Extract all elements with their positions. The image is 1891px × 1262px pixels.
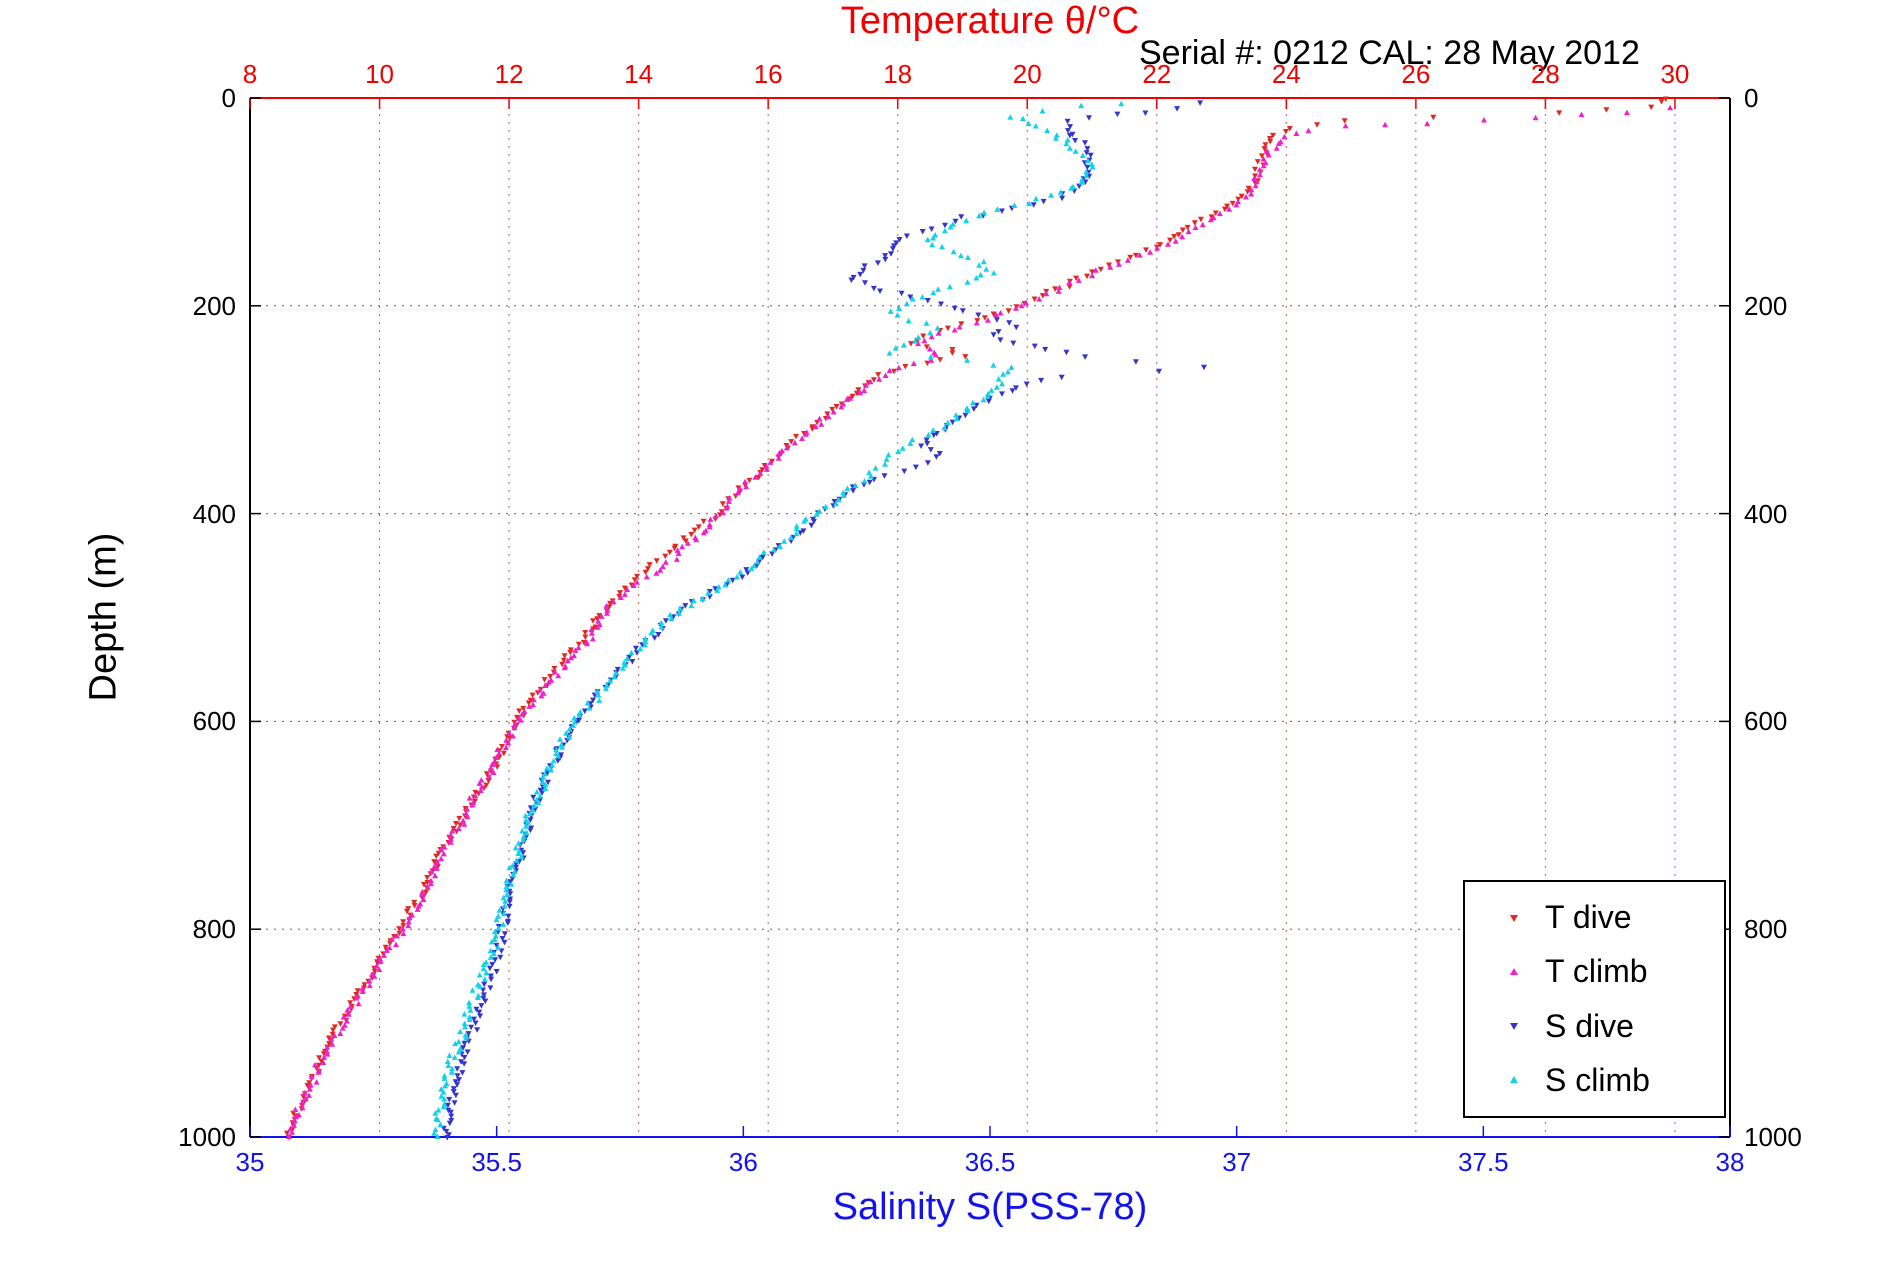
tick-label: 1000 (178, 1122, 236, 1152)
tick-label: 28 (1530, 59, 1560, 89)
tick-label: 400 (192, 498, 236, 529)
tick-label: 0 (221, 83, 236, 113)
triangle-down-icon (1499, 909, 1529, 927)
triangle-up-icon (1499, 1071, 1529, 1089)
series-s-climb (431, 100, 1125, 1139)
serial-cal-annotation: Serial #: 0212 CAL: 28 May 2012 (1139, 34, 1640, 72)
tick-label: 24 (1271, 59, 1301, 89)
tick-label: 12 (494, 59, 524, 89)
tick-label: 18 (883, 59, 913, 89)
series-s-dive (440, 100, 1207, 1141)
legend-label: T dive (1545, 899, 1632, 936)
legend-item: T dive (1465, 899, 1724, 936)
triangle-down-icon (1499, 1017, 1529, 1035)
tick-label: 200 (1744, 290, 1788, 321)
tick-label: 8 (242, 59, 258, 89)
depth-axis-label: Depth (m) (82, 532, 125, 702)
legend-item: S climb (1465, 1062, 1724, 1099)
legend-label: S dive (1545, 1007, 1634, 1044)
tick-label: 36.5 (964, 1147, 1016, 1177)
legend-item: T climb (1465, 953, 1724, 990)
tick-label: 37 (1222, 1147, 1252, 1177)
tick-label: 200 (192, 290, 236, 321)
tick-label: 800 (1744, 914, 1788, 945)
legend-item: S dive (1465, 1008, 1724, 1045)
legend: T dive T climb S dive S climb (1463, 880, 1726, 1118)
legend-label: S climb (1545, 1061, 1650, 1098)
tick-label: 26 (1401, 59, 1431, 89)
tick-label: 0 (1744, 83, 1759, 113)
salinity-axis-label: Salinity S(PSS-78) (832, 1186, 1148, 1228)
tick-label: 600 (192, 706, 236, 737)
tick-label: 1000 (1744, 1122, 1802, 1152)
chart-title: Temperature θ/°C (840, 0, 1140, 42)
tick-label: 35.5 (471, 1147, 522, 1177)
triangle-up-icon (1499, 963, 1529, 981)
tick-label: 14 (624, 59, 654, 89)
tick-label: 30 (1660, 59, 1690, 89)
tick-label: 600 (1744, 706, 1788, 737)
tick-label: 400 (1744, 498, 1788, 529)
tick-label: 20 (1012, 59, 1042, 89)
tick-label: 38 (1715, 1147, 1745, 1177)
series-t-dive (284, 96, 1669, 1141)
tick-label: 22 (1142, 59, 1172, 89)
tick-label: 35 (235, 1147, 265, 1177)
tick-label: 37.5 (1458, 1147, 1509, 1177)
tick-label: 800 (192, 914, 236, 945)
tick-label: 16 (753, 59, 783, 89)
tick-label: 10 (365, 59, 394, 89)
legend-label: T climb (1545, 953, 1648, 990)
tick-label: 36 (728, 1147, 758, 1177)
